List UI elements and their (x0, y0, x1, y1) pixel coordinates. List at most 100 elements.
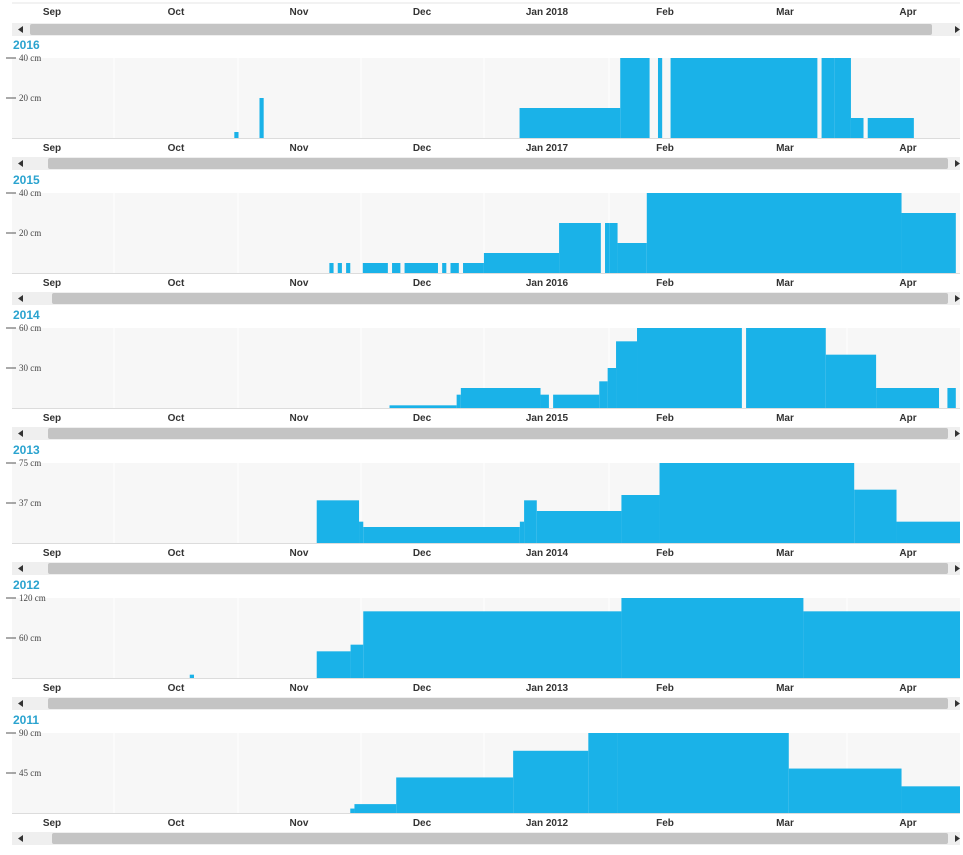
x-tick-label: Dec (413, 818, 432, 829)
year-2012-scrollbar-thumb[interactable] (48, 698, 948, 709)
snow-depth-bar (316, 651, 351, 678)
x-tick-label: Dec (413, 143, 432, 154)
snow-depth-bar (359, 521, 364, 543)
y-tick-label: 60 cm (19, 323, 41, 333)
x-tick-label: Oct (168, 818, 185, 829)
x-tick-label: Nov (290, 278, 309, 289)
year-2013-scrollbar-thumb[interactable] (48, 563, 948, 574)
x-tick-label: Sep (43, 548, 61, 559)
x-tick-label: Feb (656, 683, 674, 694)
x-tick-label: Mar (776, 278, 794, 289)
snow-depth-bar (396, 777, 514, 813)
snow-depth-bar (620, 58, 650, 138)
scroll-right-arrow-icon[interactable] (955, 835, 960, 842)
scroll-left-arrow-icon[interactable] (18, 295, 23, 302)
y-tick-label: 20 cm (19, 93, 41, 103)
snow-depth-bar (609, 223, 618, 273)
x-tick-label: Oct (168, 278, 185, 289)
snow-depth-bar (234, 132, 239, 138)
x-tick-label: Sep (43, 413, 61, 424)
snow-depth-bar (670, 58, 818, 138)
scroll-left-arrow-icon[interactable] (18, 565, 23, 572)
scroll-left-arrow-icon[interactable] (18, 700, 23, 707)
y-tick-label: 90 cm (19, 728, 41, 738)
scroll-left-arrow-icon[interactable] (18, 26, 23, 33)
snow-depth-bar (616, 341, 638, 408)
snow-depth-bar (867, 118, 914, 138)
snow-depth-bar (637, 328, 742, 408)
x-tick-label: Nov (290, 143, 309, 154)
snow-depth-bar (316, 500, 360, 543)
year-2016-scrollbar-thumb[interactable] (48, 158, 948, 169)
scroll-left-arrow-icon[interactable] (18, 430, 23, 437)
scroll-left-arrow-icon[interactable] (18, 160, 23, 167)
year-2014-scrollbar-thumb[interactable] (48, 428, 948, 439)
x-tick-label: Nov (290, 818, 309, 829)
scroll-right-arrow-icon[interactable] (955, 26, 960, 33)
x-tick-label: Feb (656, 278, 674, 289)
scroll-left-arrow-icon[interactable] (18, 835, 23, 842)
snow-depth-bar (392, 263, 401, 273)
snow-depth-bar (901, 786, 960, 813)
x-tick-label: Dec (413, 548, 432, 559)
snow-depth-bar (876, 388, 940, 408)
snow-depth-bar (621, 598, 804, 678)
snow-depth-bar (350, 808, 355, 813)
x-tick-label: Apr (899, 143, 916, 154)
top-axis-tick-label: Jan 2018 (526, 7, 569, 18)
top-scrollbar-thumb[interactable] (30, 24, 932, 35)
x-tick-label: Dec (413, 413, 432, 424)
x-tick-label: Jan 2012 (526, 818, 569, 829)
snow-depth-bar (519, 521, 525, 543)
snow-depth-bar (363, 527, 520, 543)
x-tick-label: Apr (899, 818, 916, 829)
snow-depth-bar (460, 388, 541, 408)
snow-depth-bar (259, 98, 264, 138)
snow-depth-bar (621, 495, 660, 543)
snow-depth-bar (350, 644, 364, 678)
y-tick-label: 40 cm (19, 53, 41, 63)
year-2011-scrollbar-thumb[interactable] (52, 833, 948, 844)
scroll-right-arrow-icon[interactable] (955, 430, 960, 437)
scroll-right-arrow-icon[interactable] (955, 295, 960, 302)
snow-depth-bar (442, 263, 447, 273)
snow-depth-bar (646, 193, 902, 273)
snow-depth-bar (659, 463, 855, 543)
x-tick-label: Nov (290, 683, 309, 694)
x-tick-label: Dec (413, 683, 432, 694)
x-tick-label: Mar (776, 548, 794, 559)
y-tick-label: 20 cm (19, 228, 41, 238)
top-axis-row: Sep Oct Nov Dec Jan 2018 Feb Mar Apr (12, 2, 960, 36)
top-axis-tick-label: Apr (899, 7, 916, 18)
x-tick-label: Mar (776, 818, 794, 829)
snow-depth-bar (803, 611, 960, 678)
scroll-right-arrow-icon[interactable] (955, 565, 960, 572)
snow-depth-bar (483, 253, 560, 273)
snow-depth-bar (456, 394, 461, 408)
year-label: 2014 (13, 308, 40, 322)
snow-depth-bar (519, 108, 621, 138)
snow-depth-bar (559, 223, 601, 273)
x-tick-label: Dec (413, 278, 432, 289)
snow-depth-bar (337, 263, 342, 273)
snow-depth-bar (947, 388, 956, 408)
x-tick-label: Jan 2015 (526, 413, 569, 424)
y-tick-label: 30 cm (19, 363, 41, 373)
year-2015-scrollbar-thumb[interactable] (52, 293, 948, 304)
y-tick-label: 40 cm (19, 188, 41, 198)
snow-depth-bar (363, 611, 622, 678)
top-axis-tick-label: Feb (656, 7, 674, 18)
scroll-right-arrow-icon[interactable] (955, 700, 960, 707)
x-tick-label: Jan 2017 (526, 143, 569, 154)
snow-depth-bar (524, 500, 537, 543)
scroll-right-arrow-icon[interactable] (955, 160, 960, 167)
x-tick-label: Sep (43, 278, 61, 289)
snow-depth-bar (854, 489, 897, 543)
year-label: 2011 (13, 713, 39, 727)
snow-depth-bar (536, 511, 622, 543)
